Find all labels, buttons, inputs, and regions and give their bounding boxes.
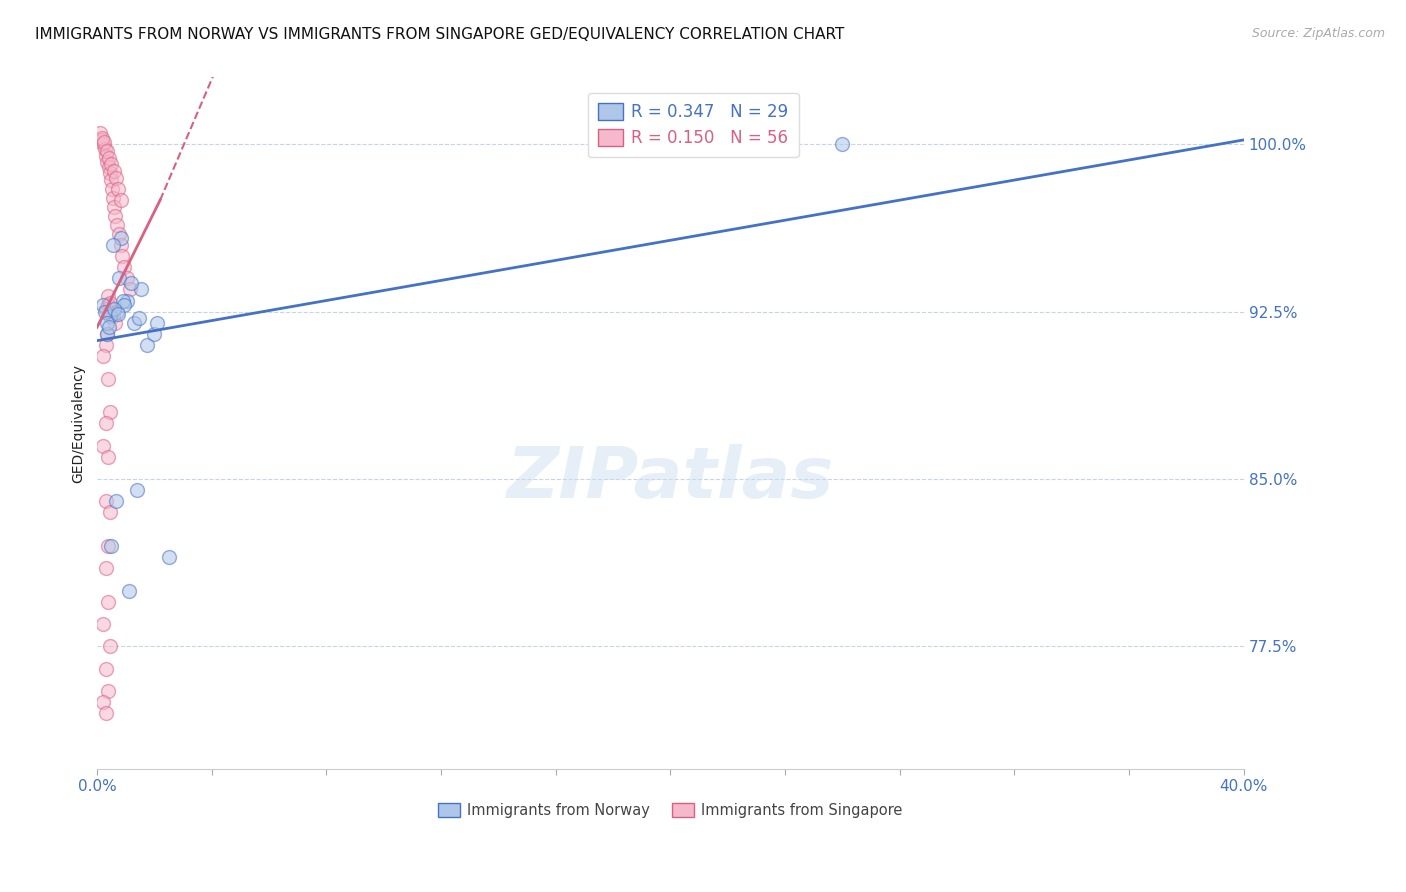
Point bbox=[110, 231, 132, 245]
Point bbox=[93, 617, 115, 632]
Point bbox=[98, 405, 121, 419]
Point bbox=[93, 135, 115, 149]
Point bbox=[143, 326, 166, 341]
Point bbox=[91, 130, 114, 145]
Point bbox=[104, 170, 127, 185]
Point bbox=[111, 249, 134, 263]
Point bbox=[112, 260, 135, 274]
Point bbox=[91, 133, 114, 147]
Text: IMMIGRANTS FROM NORWAY VS IMMIGRANTS FROM SINGAPORE GED/EQUIVALENCY CORRELATION : IMMIGRANTS FROM NORWAY VS IMMIGRANTS FRO… bbox=[35, 27, 845, 42]
Point bbox=[97, 289, 120, 303]
Point bbox=[120, 276, 142, 290]
Point bbox=[97, 160, 120, 174]
Point bbox=[157, 549, 180, 564]
Point bbox=[588, 130, 610, 145]
Point bbox=[98, 304, 121, 318]
Point bbox=[117, 583, 139, 598]
Point bbox=[94, 304, 117, 318]
Point bbox=[93, 349, 115, 363]
Point bbox=[94, 494, 117, 508]
Point bbox=[105, 218, 128, 232]
Text: Source: ZipAtlas.com: Source: ZipAtlas.com bbox=[1251, 27, 1385, 40]
Point bbox=[111, 293, 134, 308]
Point bbox=[146, 316, 169, 330]
Point bbox=[127, 483, 149, 497]
Point bbox=[104, 494, 127, 508]
Point bbox=[93, 695, 115, 709]
Point bbox=[110, 193, 132, 207]
Point bbox=[115, 271, 138, 285]
Point bbox=[101, 182, 124, 196]
Point bbox=[107, 307, 129, 321]
Point bbox=[107, 271, 129, 285]
Point bbox=[103, 302, 125, 317]
Point bbox=[100, 173, 122, 187]
Legend: Immigrants from Norway, Immigrants from Singapore: Immigrants from Norway, Immigrants from … bbox=[433, 797, 908, 824]
Point bbox=[108, 227, 131, 241]
Point bbox=[104, 316, 127, 330]
Point bbox=[97, 371, 120, 385]
Text: ZIPatlas: ZIPatlas bbox=[506, 444, 834, 513]
Point bbox=[831, 137, 853, 152]
Point bbox=[89, 126, 111, 140]
Point bbox=[98, 151, 121, 165]
Point bbox=[97, 298, 120, 312]
Point bbox=[97, 684, 120, 698]
Y-axis label: GED/Equivalency: GED/Equivalency bbox=[72, 364, 86, 483]
Point bbox=[94, 561, 117, 575]
Point bbox=[96, 326, 118, 341]
Point bbox=[98, 320, 121, 334]
Point bbox=[96, 148, 118, 162]
Point bbox=[124, 316, 146, 330]
Point bbox=[96, 326, 118, 341]
Point bbox=[93, 137, 115, 152]
Point bbox=[94, 142, 117, 156]
Point bbox=[94, 338, 117, 352]
Point bbox=[100, 539, 122, 553]
Point bbox=[112, 298, 135, 312]
Point bbox=[115, 293, 138, 308]
Point bbox=[93, 438, 115, 452]
Point bbox=[128, 311, 150, 326]
Point bbox=[98, 166, 121, 180]
Point bbox=[96, 316, 118, 330]
Point bbox=[98, 640, 121, 654]
Point bbox=[97, 298, 120, 312]
Point bbox=[101, 191, 124, 205]
Point bbox=[94, 706, 117, 721]
Point bbox=[91, 298, 114, 312]
Point bbox=[136, 338, 159, 352]
Point bbox=[105, 304, 128, 318]
Point bbox=[98, 309, 121, 323]
Point bbox=[104, 209, 127, 223]
Point bbox=[97, 450, 120, 464]
Point bbox=[97, 539, 120, 553]
Point bbox=[94, 416, 117, 430]
Point bbox=[103, 164, 125, 178]
Point bbox=[96, 144, 118, 158]
Point bbox=[131, 282, 153, 296]
Point bbox=[98, 505, 121, 519]
Point bbox=[101, 237, 124, 252]
Point bbox=[110, 237, 132, 252]
Point bbox=[98, 295, 121, 310]
Point bbox=[100, 157, 122, 171]
Point bbox=[97, 594, 120, 608]
Point bbox=[107, 182, 129, 196]
Point bbox=[118, 282, 141, 296]
Point bbox=[101, 309, 124, 323]
Point bbox=[94, 662, 117, 676]
Point bbox=[96, 155, 118, 169]
Point bbox=[103, 200, 125, 214]
Point bbox=[94, 302, 117, 317]
